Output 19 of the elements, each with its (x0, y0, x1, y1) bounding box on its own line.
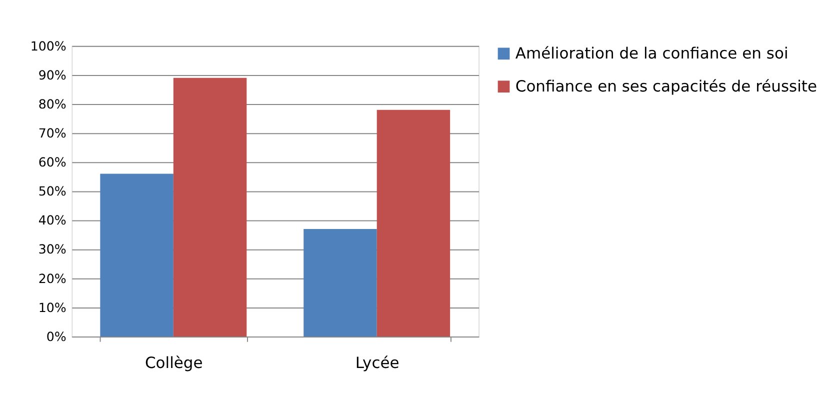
y-tick-label: 80% (38, 96, 66, 112)
bar (304, 229, 377, 337)
y-tick-label: 70% (38, 125, 66, 140)
legend-label: Amélioration de la confiance en soi (515, 44, 788, 62)
y-tick-label: 60% (38, 154, 66, 170)
legend-label: Confiance en ses capacités de réussite (515, 77, 818, 96)
x-tick-label: Lycée (355, 354, 400, 372)
bar (376, 110, 450, 337)
y-tick-label: 10% (38, 300, 66, 315)
y-tick-label: 50% (38, 184, 66, 199)
y-tick-label: 20% (38, 270, 66, 286)
y-tick-label: 100% (30, 38, 66, 54)
y-tick-label: 0% (46, 328, 66, 344)
y-tick-label: 30% (38, 242, 66, 257)
x-tick-label: Collège (144, 354, 203, 372)
y-tick-label: 90% (38, 67, 66, 82)
y-tick-label: 40% (38, 212, 66, 228)
bar (100, 174, 174, 337)
bar (173, 78, 247, 337)
